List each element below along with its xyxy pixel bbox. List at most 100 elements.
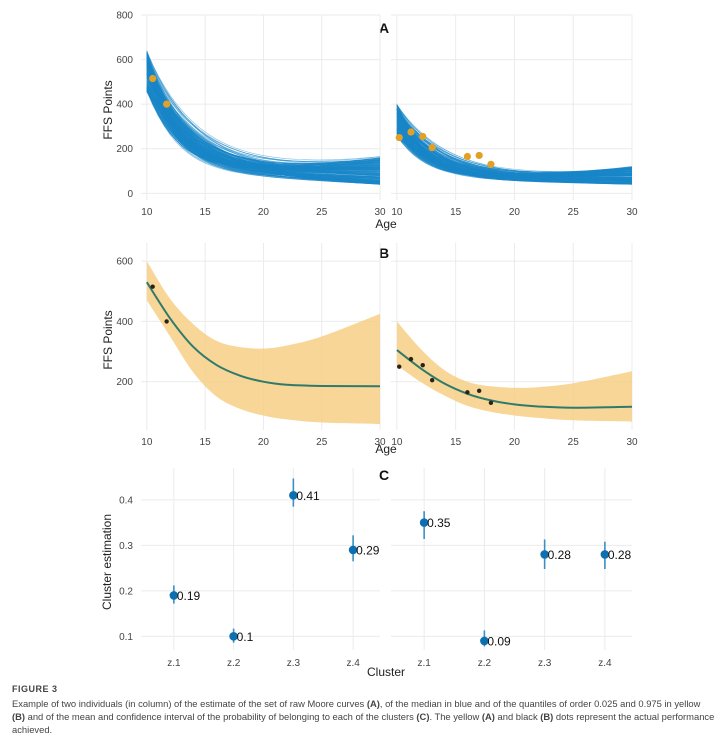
panel-c-ytick: 0.3 [119,541,133,552]
moore-curve [396,122,633,174]
moore-curve [146,52,381,173]
observed-point [407,128,415,136]
panel-c-ytick: 0.4 [119,495,133,506]
estimate-label: 0.1 [237,630,254,644]
panel-c-ytick: 0.2 [119,586,133,597]
panel-a-right-plot: 10 15 20 25 30 [391,14,638,218]
panel-c-left-plot: z.1 z.2 z.3 z.4 0.1 0.2 0.3 0.4 0.19 0.1 0.41 0.29 [119,468,380,669]
panel-c-xtick: z.1 [417,658,431,669]
panel-a-ytick: 800 [116,11,133,22]
moore-curve [396,109,632,180]
panel-a-xtick: 15 [200,207,212,218]
panel-a-ytick: 0 [127,189,133,200]
estimate-label: 0.28 [548,548,572,562]
moore-curve [146,63,381,163]
panel-b-ytick: 400 [116,317,133,328]
estimate-point [289,491,298,500]
panel-b-left-plot: 10 15 20 25 30 200 400 600 [116,243,386,448]
observed-point [465,390,470,395]
estimate-label: 0.09 [487,634,511,648]
moore-curve [146,91,381,185]
estimate-label: 0.28 [608,548,632,562]
moore-curve [396,109,633,173]
estimate-point [169,591,179,600]
estimate-label: 0.35 [427,516,451,530]
estimate-label: 0.29 [356,543,380,557]
observed-point [397,364,402,369]
moore-curve [396,119,633,176]
panel-b-xtick: 30 [626,437,638,448]
estimate-label: 0.19 [177,589,201,603]
observed-point [429,378,435,383]
moore-curve [146,64,381,167]
observed-point [164,319,169,324]
panel-a-label: A [379,20,389,36]
panel-b-xtick: 10 [391,437,403,448]
panel-a-ytick: 600 [116,55,133,66]
panel-b-xlabel: Age [375,442,397,456]
panel-b-xtick: 10 [141,437,153,448]
observed-point [475,151,483,160]
panel-a-xlabel: Age [375,217,397,231]
panel-c-label: C [379,467,389,483]
quantile-band [146,261,380,424]
observed-point [488,400,494,406]
observed-point [149,74,157,83]
panel-b-xtick: 30 [374,437,386,448]
panel-a-ylabel: FFS Points [101,80,115,139]
estimate-point [229,632,238,641]
panel-a-ytick: 200 [116,144,133,155]
panel-c-xtick: z.1 [167,658,181,669]
moore-curve [396,120,633,176]
panel-c-ytick: 0.1 [119,632,133,643]
observed-point [408,356,414,362]
panel-a-xtick: 25 [316,207,328,218]
median-curve [396,349,633,409]
moore-curve [146,90,381,167]
panel-c: z.1 z.2 z.3 z.40.10.20.30.40.190.10.410.29 … [100,468,632,679]
panel-b-xtick: 25 [316,437,328,448]
moore-curve [146,75,381,178]
estimate-point [419,518,429,527]
panel-b-ytick: 200 [116,377,133,388]
panel-c-xtick: z.3 [538,658,552,669]
panel-b-xtick: 25 [568,437,580,448]
panel-a-xtick: 25 [568,207,580,218]
moore-curve [396,113,633,179]
caption-text: Example of two individuals (in column) o… [12,698,715,735]
panel-b-xtick: 20 [258,437,270,448]
estimate-point [480,636,489,646]
panel-b-ylabel: FFS Points [101,310,115,369]
panel-b-xtick: 15 [450,437,462,448]
panel-c-xtick: z.4 [598,658,612,669]
panel-a-left-plot: 10 15 20 25 30 0 200 400 600 800 [116,11,386,219]
panel-c-xlabel: Cluster [367,665,405,679]
observed-point [163,100,171,108]
panel-b-xtick: 15 [200,437,212,448]
moore-curve [146,61,381,163]
observed-point [420,362,425,368]
panel-a-xtick: 20 [258,207,270,218]
panel-c-xtick: z.3 [287,658,301,669]
moore-curve [396,121,633,182]
estimate-point [600,550,610,559]
panel-a-xtick: 20 [509,207,521,218]
moore-curve [146,90,381,164]
panel-a-xtick: 30 [626,207,638,218]
moore-curve [146,88,381,175]
panel-c-xtick: z.2 [227,658,241,669]
quantile-band [396,321,632,422]
panel-c-xtick: z.2 [478,658,492,669]
panel-c-xtick: z.4 [346,658,360,669]
observed-point [463,152,472,161]
caption-label: FIGURE 3 [12,684,58,694]
moore-curve [146,70,381,170]
observed-point [395,133,403,142]
panel-b-ytick: 600 [116,257,133,268]
panel-b: 10 15 20 25 30 200 400 600 10 15 20 25 30 FFS Point… [101,243,638,456]
estimate-label: 0.41 [296,489,320,503]
median-curve [145,281,381,388]
observed-point [487,160,495,168]
panel-b-xtick: 20 [509,437,521,448]
estimate-point [540,550,549,559]
